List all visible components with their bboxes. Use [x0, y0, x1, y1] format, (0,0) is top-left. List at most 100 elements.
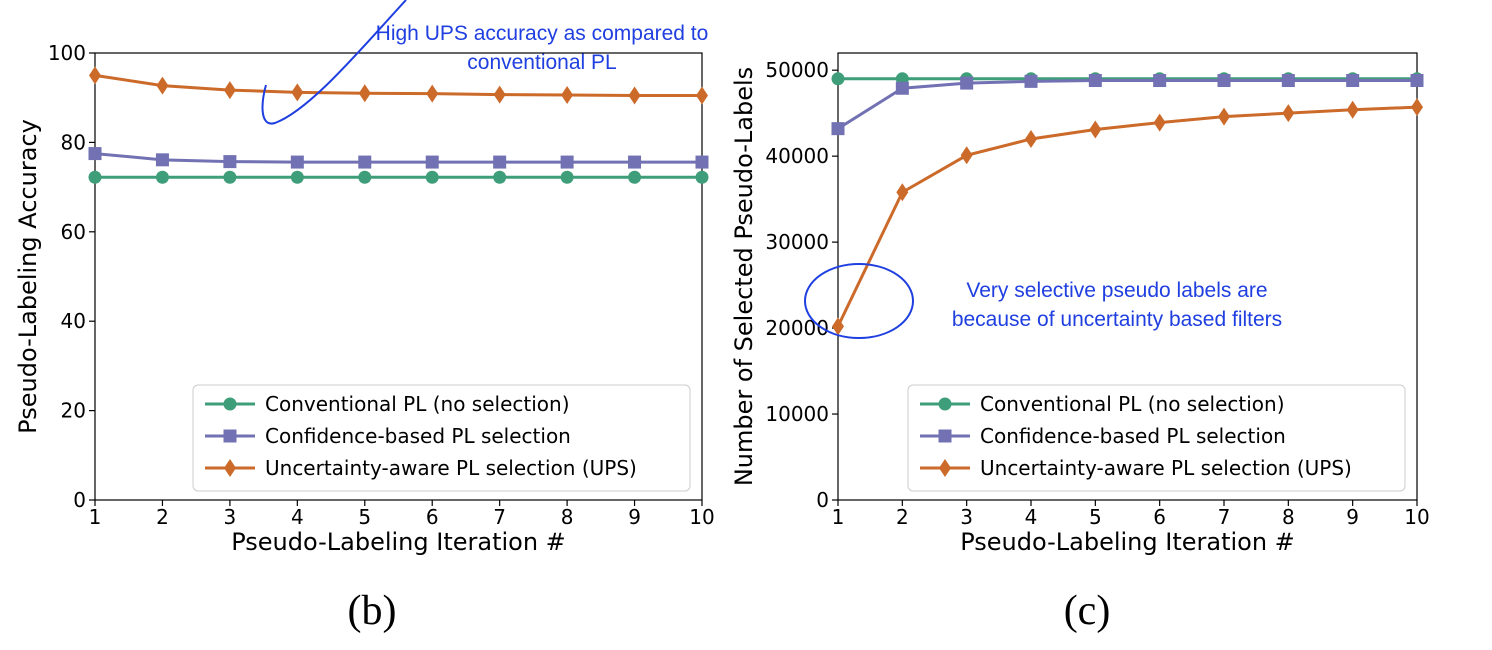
data-point [425, 155, 439, 169]
plot-frame [94, 52, 703, 501]
x-tick-label: 10 [689, 505, 714, 529]
data-point [223, 81, 236, 100]
data-point [560, 155, 574, 169]
x-tick-label: 10 [1404, 505, 1429, 529]
y-axis-label: Number of Selected Pseudo-Labels [730, 67, 758, 486]
data-point [628, 155, 642, 169]
x-tick-label: 9 [628, 505, 641, 529]
series-conventional [88, 170, 709, 184]
annotation-text: High UPS accuracy as compared to [376, 22, 709, 45]
annotation-text: conventional PL [467, 51, 616, 74]
x-tick-label: 6 [426, 505, 439, 529]
legend-box [192, 384, 691, 492]
series-line [837, 79, 1417, 130]
x-tick-label: 8 [1282, 505, 1295, 529]
x-tick-label: 4 [1025, 505, 1038, 529]
data-point [831, 72, 845, 86]
data-point [223, 155, 237, 169]
annotation-arrow-curve [261, 0, 407, 125]
x-tick-label: 8 [561, 505, 574, 529]
data-point [1411, 98, 1423, 117]
data-point [223, 170, 237, 184]
chart-c: 1 2 3 4 5 6 7 8 9 10 0 10000 20000 30000 40000 50000 Pse… [730, 52, 1430, 634]
data-point [695, 170, 709, 184]
data-point [493, 170, 507, 184]
data-point [89, 66, 101, 85]
panel-caption: (c) [1064, 588, 1111, 634]
data-point [290, 155, 304, 169]
x-tick-label: 4 [291, 505, 304, 529]
legend-swatch-marker [938, 429, 952, 443]
data-point [1153, 113, 1166, 132]
legend-entry: Conventional PL (no selection) [980, 392, 1285, 416]
data-point [88, 170, 102, 184]
legend-swatch-marker [938, 397, 952, 411]
x-tick-label: 9 [1346, 505, 1359, 529]
data-point [1346, 100, 1359, 119]
legend-swatch-marker [224, 459, 236, 477]
x-tick-label: 2 [156, 505, 169, 529]
x-tick-label: 7 [1218, 505, 1231, 529]
y-tick-label: 0 [816, 488, 829, 512]
data-point [960, 146, 973, 165]
y-tick-label: 40000 [765, 144, 829, 168]
data-point [1218, 107, 1230, 126]
x-tick-label: 5 [1089, 505, 1102, 529]
legend-swatch-marker [223, 429, 237, 443]
data-point [628, 170, 642, 184]
data-point [1089, 120, 1102, 139]
data-point [560, 170, 574, 184]
data-point [493, 155, 507, 169]
x-tick-label: 1 [89, 505, 102, 529]
data-point [1153, 74, 1167, 88]
legend-entry: Uncertainty-aware PL selection (UPS) [265, 456, 637, 480]
x-tick-label: 3 [960, 505, 973, 529]
data-point [1281, 74, 1295, 88]
data-point [155, 153, 169, 167]
y-tick-label: 100 [48, 41, 86, 65]
data-point [1025, 129, 1037, 148]
legend-box [907, 384, 1406, 492]
series-confidence [88, 147, 709, 169]
data-point [1282, 104, 1295, 123]
data-point [561, 86, 574, 105]
panel-caption: (b) [348, 588, 397, 634]
x-axis-label: Pseudo-Labeling Iteration # [960, 528, 1295, 556]
x-tick-label: 6 [1153, 505, 1166, 529]
y-tick-label: 60 [61, 220, 86, 244]
data-point [896, 183, 909, 202]
legend-entry: Confidence-based PL selection [980, 424, 1286, 448]
series-line [94, 73, 702, 97]
x-tick-label: 1 [832, 505, 845, 529]
y-tick-label: 20 [61, 399, 86, 423]
y-tick-label: 0 [73, 488, 86, 512]
data-point [358, 155, 372, 169]
legend-entry: Uncertainty-aware PL selection (UPS) [980, 456, 1352, 480]
x-tick-label: 3 [224, 505, 237, 529]
series-ups [89, 66, 708, 105]
data-point [696, 86, 708, 105]
annotation-text: because of uncertainty based filters [952, 308, 1282, 331]
data-point [291, 83, 304, 102]
data-point [831, 122, 845, 136]
y-tick-label: 20000 [765, 316, 829, 340]
data-point [358, 84, 371, 103]
series-confidence [831, 74, 1424, 136]
legend-swatch-marker [223, 397, 237, 411]
legend: Conventional PL (no selection) Confidence… [192, 384, 691, 492]
legend-entry: Confidence-based PL selection [265, 424, 571, 448]
data-point [695, 155, 709, 169]
x-tick-label: 5 [358, 505, 371, 529]
data-point [426, 84, 439, 103]
x-axis-label: Pseudo-Labeling Iteration # [231, 528, 566, 556]
legend: Conventional PL (no selection) Confidence… [907, 384, 1406, 492]
legend-swatch-marker [939, 459, 951, 477]
y-tick-label: 40 [61, 309, 86, 333]
y-tick-label: 80 [61, 130, 86, 154]
data-point [628, 86, 641, 105]
data-point [425, 170, 439, 184]
data-point [1024, 74, 1038, 88]
x-tick-label: 2 [896, 505, 909, 529]
series-conventional [831, 72, 1424, 86]
